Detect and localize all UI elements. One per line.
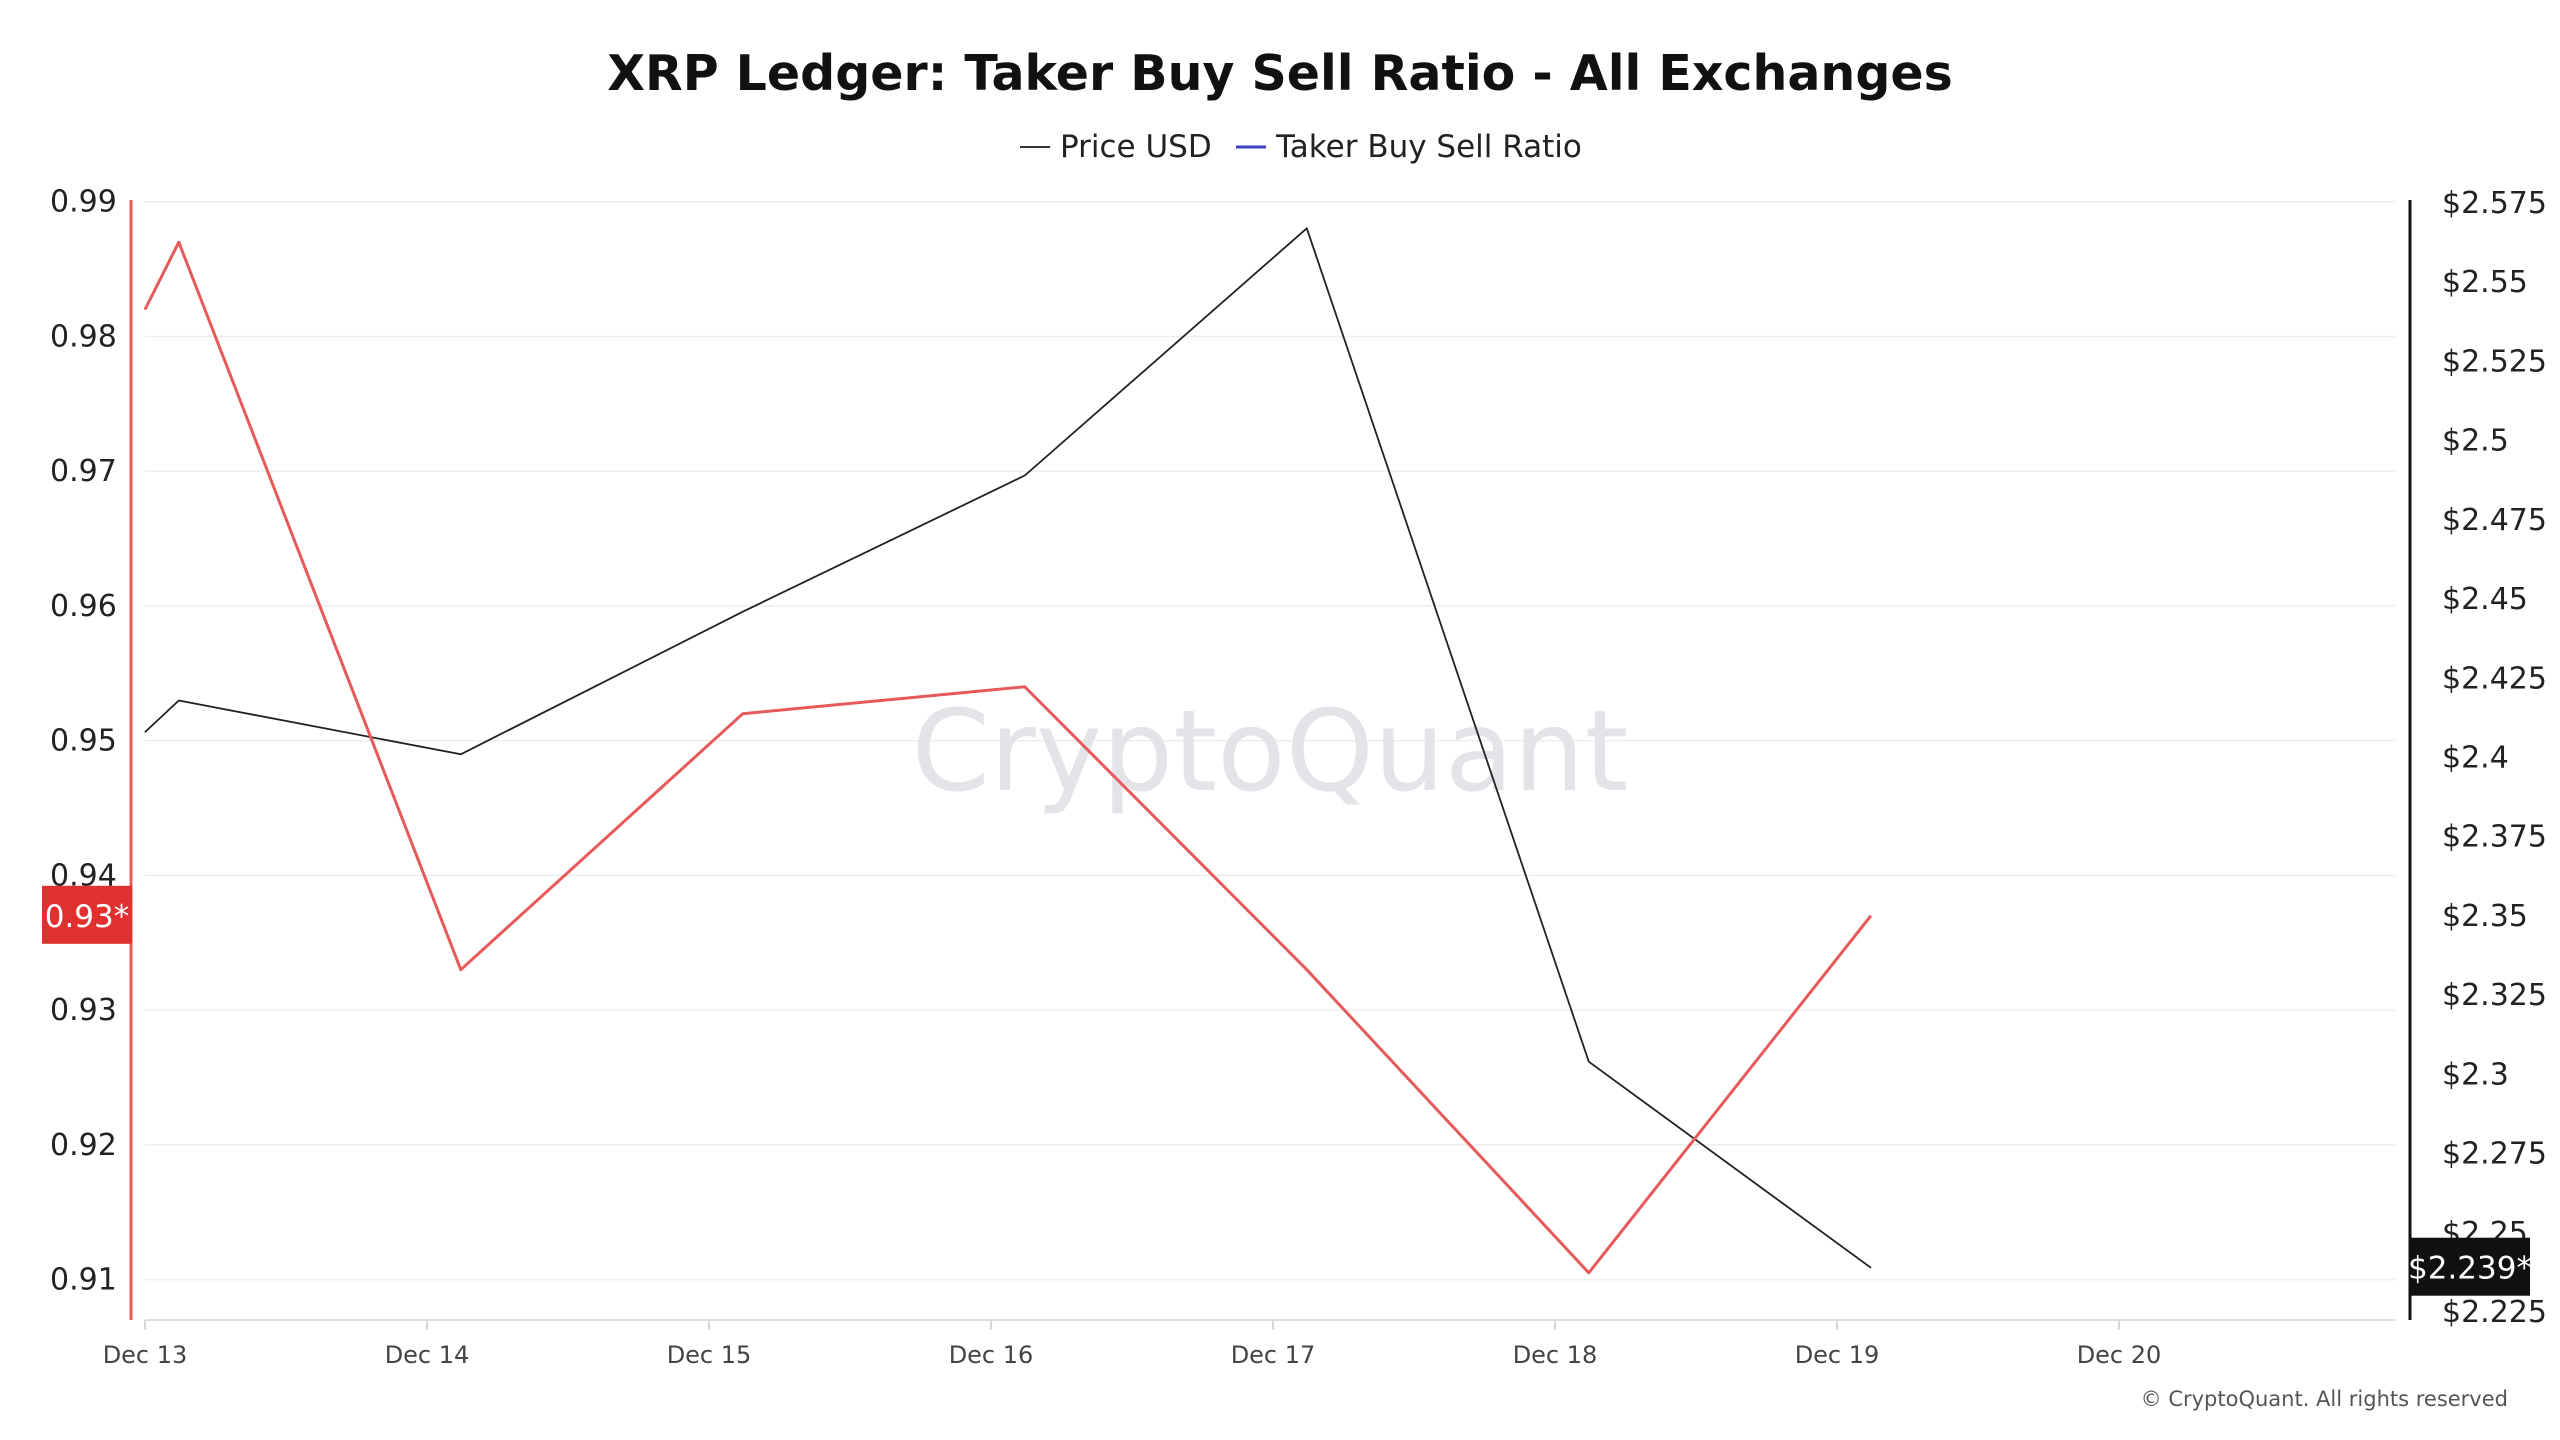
legend-label-ratio: Taker Buy Sell Ratio <box>1275 129 1582 165</box>
data-point-ratio <box>1870 915 1872 917</box>
right-tick-label: $2.275 <box>2442 1137 2547 1172</box>
right-tick-label: $2.325 <box>2442 978 2547 1013</box>
data-point-ratio <box>144 309 146 311</box>
data-point-price <box>1306 227 1308 229</box>
watermark: CryptoQuant <box>912 687 1629 817</box>
x-tick-label: Dec 18 <box>1513 1341 1598 1369</box>
current-ratio-badge <box>42 885 132 944</box>
left-tick-label: 0.95 <box>50 724 117 759</box>
right-tick-label: $2.375 <box>2442 820 2547 855</box>
data-point-price <box>144 731 146 733</box>
x-tick-label: Dec 13 <box>103 1341 188 1369</box>
data-point-ratio <box>178 241 180 243</box>
left-tick-label: 0.99 <box>50 185 117 220</box>
data-point-price <box>1024 474 1026 476</box>
tick-labels: 0.910.920.930.940.950.960.970.980.99$2.2… <box>50 185 2547 1369</box>
data-point-ratio <box>1306 969 1308 971</box>
data-point-ratio <box>742 713 744 715</box>
data-point-ratio <box>1588 1272 1590 1274</box>
data-point-price <box>742 611 744 613</box>
legend-item-ratio[interactable]: Taker Buy Sell Ratio <box>1236 129 1582 165</box>
right-tick-label: $2.575 <box>2442 186 2547 221</box>
series-line-ratio <box>143 240 1872 1275</box>
x-tick-label: Dec 20 <box>2077 1341 2162 1369</box>
x-tick-label: Dec 19 <box>1795 1341 1880 1369</box>
left-tick-label: 0.98 <box>50 319 117 354</box>
data-point-price <box>1588 1061 1590 1063</box>
right-tick-label: $2.4 <box>2442 741 2509 776</box>
x-tick-label: Dec 17 <box>1231 1341 1316 1369</box>
series-line-price <box>144 227 1872 1269</box>
right-tick-label: $2.35 <box>2442 899 2528 934</box>
data-point-ratio <box>1024 686 1026 688</box>
x-tick-label: Dec 16 <box>949 1341 1034 1369</box>
left-tick-label: 0.92 <box>50 1128 117 1163</box>
right-tick-label: $2.55 <box>2442 265 2528 300</box>
right-tick-label: $2.3 <box>2442 1057 2509 1092</box>
grid-lines <box>145 200 2395 1281</box>
right-tick-label: $2.5 <box>2442 424 2509 459</box>
legend: Price USD Taker Buy Sell Ratio <box>1020 129 1582 165</box>
legend-label-price: Price USD <box>1060 129 1212 165</box>
x-tick-label: Dec 15 <box>667 1341 752 1369</box>
right-tick-label: $2.425 <box>2442 661 2547 696</box>
right-tick-label: $2.525 <box>2442 344 2547 379</box>
legend-item-price[interactable]: Price USD <box>1020 129 1212 165</box>
left-tick-label: 0.91 <box>50 1263 117 1298</box>
data-point-price <box>178 699 180 701</box>
axes <box>129 200 2412 1330</box>
data-point-price <box>460 753 462 755</box>
left-tick-label: 0.93 <box>50 993 117 1028</box>
value-badges: 0.93* $2.239* <box>42 885 2532 1296</box>
right-tick-label: $2.45 <box>2442 582 2528 617</box>
current-price-badge <box>2410 1237 2530 1296</box>
series-lines <box>143 227 1872 1275</box>
current-price-label: $2.239* <box>2408 1251 2532 1287</box>
copyright-notice: © CryptoQuant. All rights reserved <box>2141 1387 2508 1411</box>
data-point-price <box>1870 1267 1872 1269</box>
left-tick-label: 0.97 <box>50 454 117 489</box>
x-tick-label: Dec 14 <box>385 1341 470 1369</box>
right-tick-label: $2.225 <box>2442 1295 2547 1330</box>
right-tick-label: $2.475 <box>2442 503 2547 538</box>
current-ratio-label: 0.93* <box>45 899 130 935</box>
data-point-ratio <box>460 969 462 971</box>
left-tick-label: 0.96 <box>50 589 117 624</box>
chart-title: XRP Ledger: Taker Buy Sell Ratio - All E… <box>607 45 1953 102</box>
